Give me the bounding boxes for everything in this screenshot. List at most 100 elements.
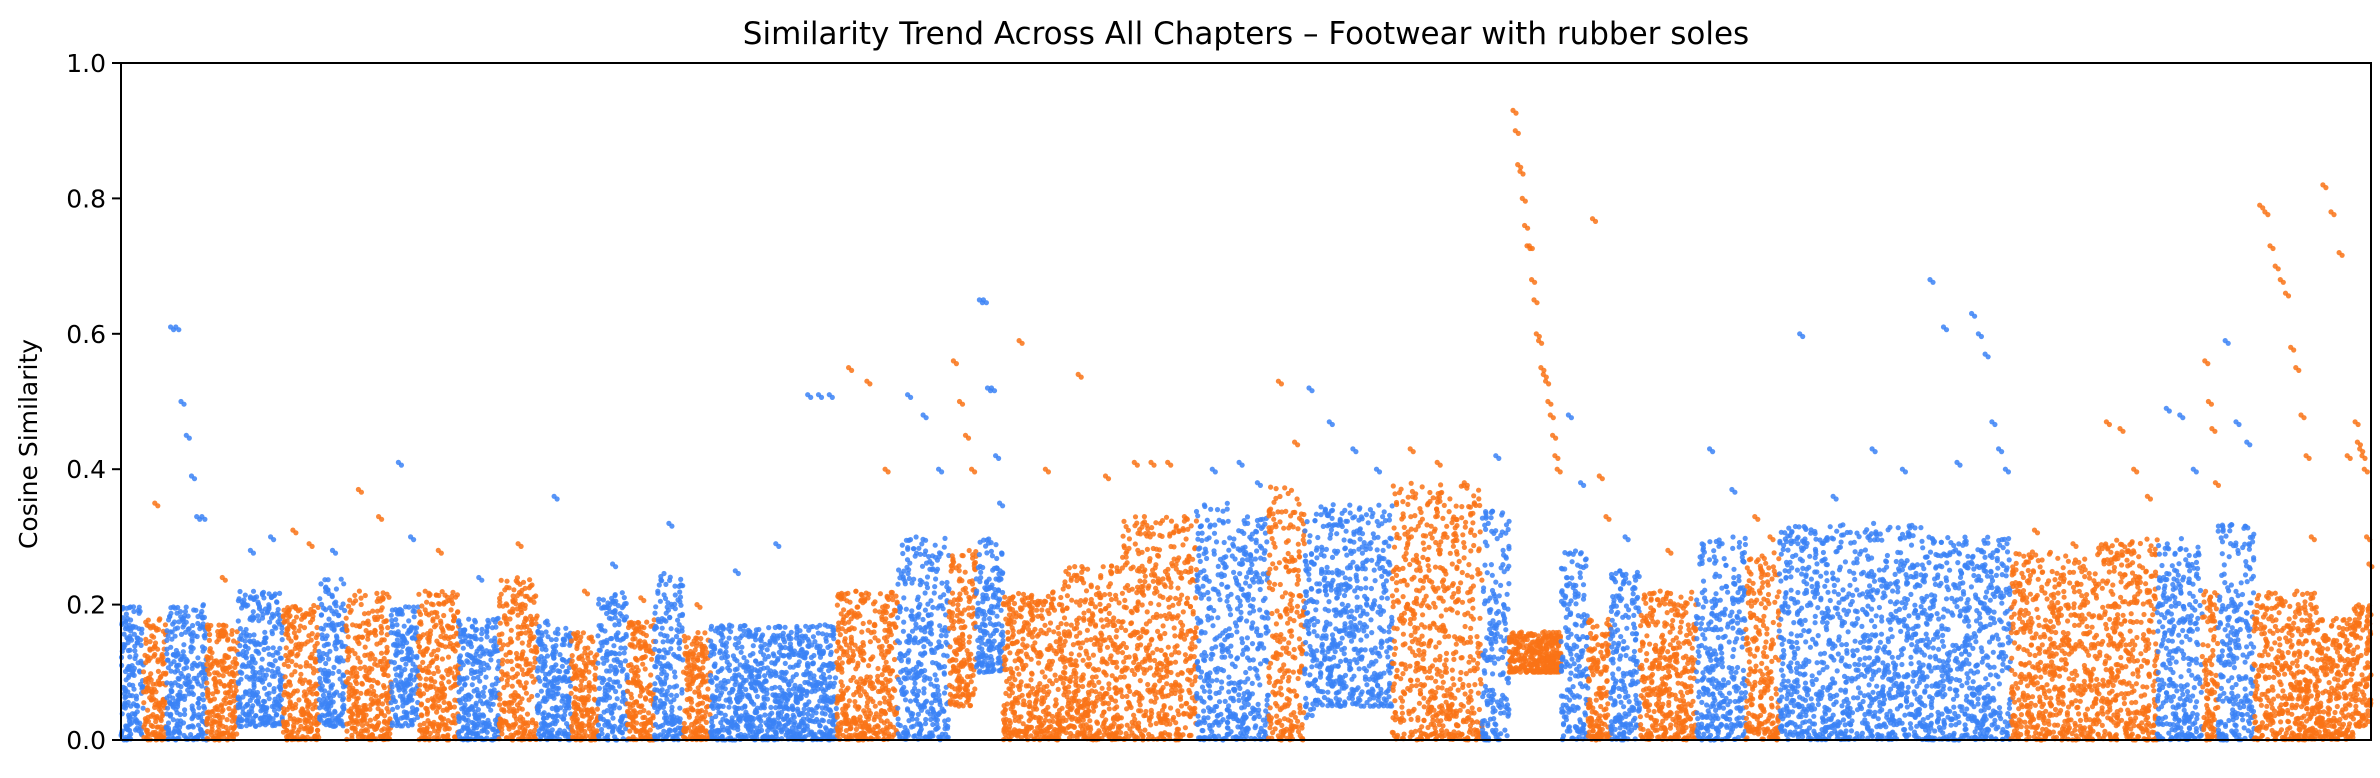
data-point [598,713,604,720]
data-point [304,734,310,740]
data-point [439,642,445,649]
data-point [405,630,411,636]
data-point [786,681,792,688]
data-point [497,696,503,702]
data-point [173,647,179,654]
data-point [456,718,462,725]
data-point [602,628,608,634]
data-point [482,720,488,727]
data-point [395,664,402,670]
data-point [578,634,584,640]
data-point [721,727,727,733]
data-point [739,674,745,680]
data-point [683,644,690,650]
data-point [282,674,288,680]
data-point [726,635,732,641]
data-point [175,625,181,631]
data-point [173,699,179,705]
data-point [201,614,207,621]
data-point [677,639,683,646]
data-point [779,709,785,715]
data-point [204,654,210,660]
data-point [229,732,235,738]
data-point [389,689,395,695]
data-point [418,621,424,627]
data-point [405,646,411,652]
data-point [523,720,529,726]
data-point [462,706,468,712]
data-point [235,702,241,708]
data-point [435,693,441,700]
data-point [205,692,211,699]
data-point [648,672,654,678]
data-point [576,654,582,661]
data-point [224,717,230,723]
data-point [341,581,347,587]
data-point [455,609,461,615]
data-point [122,642,128,648]
data-point [317,714,323,720]
data-point [273,625,279,631]
data-point [189,638,195,644]
data-point [681,728,688,735]
data-point [186,435,192,441]
data-point [285,605,291,611]
data-point [668,626,674,632]
data-point [733,635,739,641]
data-point [430,618,436,624]
data-point [237,626,243,632]
data-point [200,691,206,698]
data-point [794,623,800,630]
data-point [352,592,358,599]
data-point [674,683,680,689]
data-point [695,702,701,708]
data-point [333,586,339,592]
data-point [681,720,687,727]
data-point [446,726,452,732]
data-point [352,689,358,695]
data-point [206,637,212,644]
data-point [582,728,588,735]
data-point [619,698,625,704]
data-point [378,659,384,665]
data-point [243,626,249,633]
data-point [184,659,190,665]
data-point [131,631,137,637]
data-point [694,640,700,646]
data-point [206,626,212,632]
data-point [293,662,299,668]
data-point [424,599,430,605]
data-point [333,633,340,639]
data-point [301,693,307,699]
data-point [668,692,674,698]
data-point [403,661,409,667]
data-point [481,660,487,666]
data-point [274,712,280,718]
data-point [678,576,684,583]
data-point [228,725,234,731]
data-point [152,640,159,646]
data-point [488,638,494,644]
data-point [314,640,320,646]
data-point [244,631,250,638]
data-point [568,690,574,696]
data-point [394,648,400,654]
data-point [248,674,254,680]
data-point [708,672,714,679]
data-point [542,663,548,669]
data-point [714,687,720,694]
data-point [734,645,740,651]
data-point [593,665,599,671]
data-point [482,684,488,691]
data-point [359,722,366,729]
data-point [176,619,182,625]
data-point [333,646,339,652]
data-point [164,657,171,663]
data-point [271,537,277,543]
data-point [748,716,754,723]
data-point [772,661,778,667]
data-point [183,604,189,610]
data-point [344,728,350,734]
data-point [577,721,583,728]
data-point [641,597,647,604]
